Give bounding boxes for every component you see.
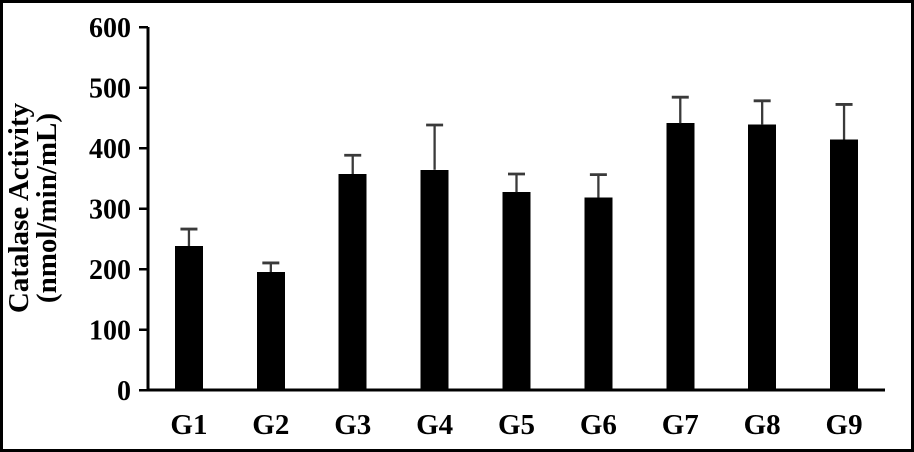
x-category-label: G3: [334, 409, 371, 441]
bar-g5: [502, 192, 531, 390]
catalase-activity-bar-chart: 0 100 200 300 400 500 600 G1 G2 G3 G4 G5 G6 G7 G8 G9 Cat…: [3, 13, 885, 441]
y-tick-label: 500: [89, 74, 131, 105]
x-category-label: G8: [744, 409, 781, 441]
bar-g6: [584, 197, 613, 390]
y-tick-label: 400: [89, 134, 131, 165]
y-tick-label: 100: [89, 316, 131, 347]
y-tick-label: 0: [117, 376, 131, 407]
bar-g8: [748, 124, 777, 390]
x-category-label: G4: [416, 409, 453, 441]
bar-g2: [256, 272, 285, 390]
bar-g9: [830, 139, 859, 390]
x-category-label: G5: [498, 409, 535, 441]
y-tick-label: 600: [89, 13, 131, 44]
bar-g3: [338, 174, 367, 390]
x-category-label: G1: [170, 409, 207, 441]
bar-g4: [420, 169, 449, 390]
x-category-label: G2: [252, 409, 289, 441]
bar-g7: [666, 123, 695, 390]
y-axis-title-line-1: Catalase Activity: [3, 102, 35, 313]
y-tick-label: 300: [89, 195, 131, 226]
bar-g1: [174, 246, 203, 390]
x-category-label: G7: [662, 409, 699, 441]
x-category-label: G9: [826, 409, 863, 441]
y-axis-title-line-2: (nmol/min/mL): [31, 113, 63, 303]
x-category-label: G6: [580, 409, 617, 441]
y-tick-label: 200: [89, 255, 131, 286]
